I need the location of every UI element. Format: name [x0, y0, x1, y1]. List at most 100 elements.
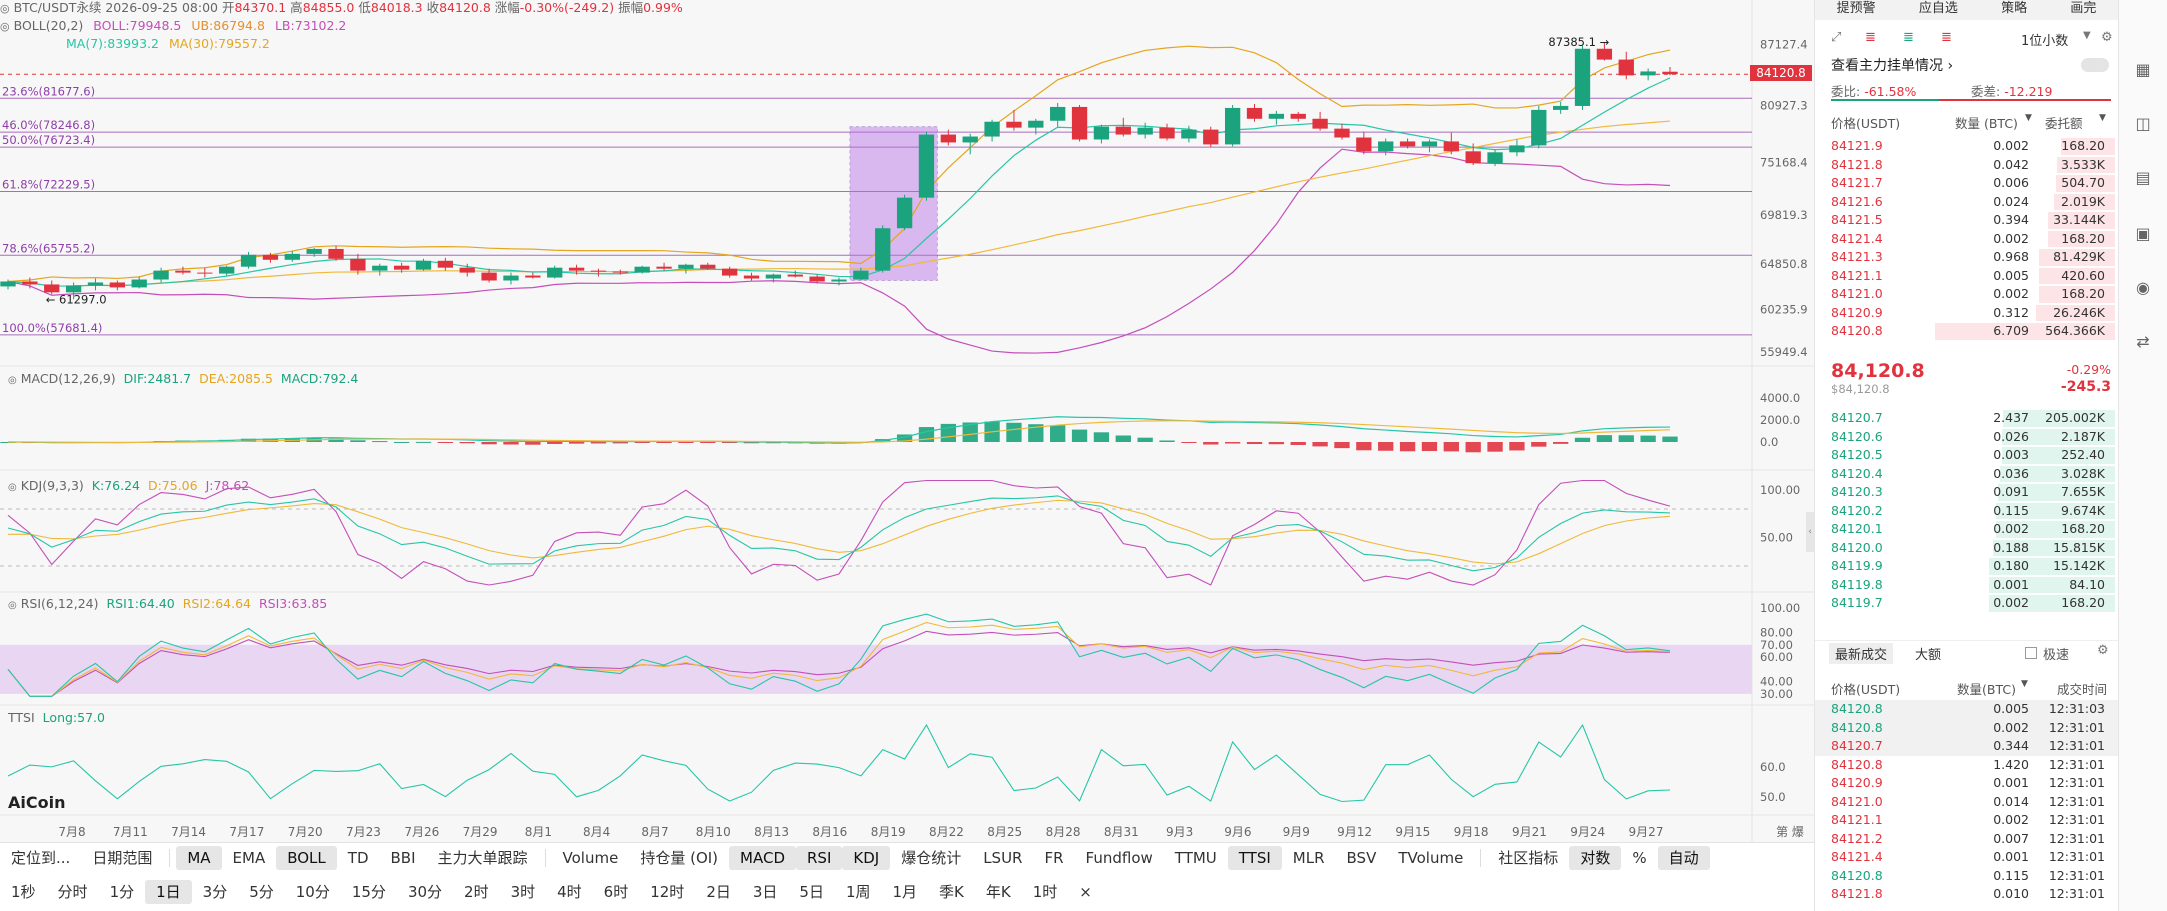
indicator-2[interactable]: MA — [176, 846, 222, 870]
interval-1[interactable]: 分时 — [57, 883, 88, 901]
orderbook-row[interactable]: 84121.5 0.394 33.144K — [1815, 211, 2119, 230]
interval-2[interactable]: 1分 — [109, 883, 135, 901]
orderbook-row[interactable]: 84119.8 0.001 84.10 — [1815, 576, 2119, 595]
tab-large-trades[interactable]: 大额 — [1915, 648, 1942, 663]
indicator-20[interactable]: BSV — [1346, 849, 1377, 867]
indicator-0[interactable]: 定位到... — [11, 849, 71, 867]
expand-icon[interactable]: ⤢ — [1831, 30, 1842, 45]
orderbook-row[interactable]: 84121.3 0.968 81.429K — [1815, 248, 2119, 267]
close-icon[interactable]: × — [1079, 883, 1092, 901]
indicator-11[interactable]: RSI — [796, 846, 843, 870]
settings-icon[interactable]: ⚙ — [2097, 643, 2109, 658]
indicator-6[interactable]: BBI — [390, 849, 416, 867]
interval-7[interactable]: 15分 — [351, 883, 386, 901]
robot-icon[interactable]: ◉ — [2136, 278, 2150, 297]
interval-4[interactable]: 3分 — [202, 883, 228, 901]
eye-icon[interactable]: ◎ — [0, 20, 10, 33]
layout-icon[interactable]: ▦ — [2135, 60, 2151, 79]
indicator-4[interactable]: BOLL — [276, 846, 337, 870]
eye-icon[interactable]: ◎ — [0, 2, 10, 15]
orderbook-row[interactable]: 84120.7 2.437 205.002K — [1815, 409, 2119, 428]
indicator-17[interactable]: TTMU — [1174, 849, 1217, 867]
book-both-icon[interactable]: ≣ — [1865, 30, 1876, 45]
price-chart[interactable]: 87127.4 80927.3 75168.4 69819.3 64850.8 60235… — [0, 0, 1814, 842]
indicator-10[interactable]: MACD — [729, 846, 796, 870]
indicator-19[interactable]: MLR — [1292, 849, 1325, 867]
interval-18[interactable]: 1月 — [892, 883, 918, 901]
interval-14[interactable]: 2日 — [706, 883, 731, 901]
indicator-8[interactable]: Volume — [562, 849, 619, 867]
orderbook-row[interactable]: 84120.0 0.188 15.815K — [1815, 539, 2119, 558]
chevron-down-icon[interactable]: ▼ — [2083, 30, 2091, 41]
indicator-23[interactable]: 对数 — [1569, 846, 1622, 870]
interval-17[interactable]: 1周 — [845, 883, 871, 901]
orderbook-row[interactable]: 84120.2 0.115 9.674K — [1815, 502, 2119, 521]
bell-icon[interactable]: ◎ — [8, 600, 17, 611]
book-bid-icon[interactable]: ≣ — [1903, 30, 1914, 45]
indicator-7[interactable]: 主力大单跟踪 — [437, 849, 528, 867]
chevron-down-icon[interactable]: ▼ — [2099, 113, 2106, 123]
indicator-12[interactable]: KDJ — [842, 846, 891, 870]
interval-16[interactable]: 5日 — [799, 883, 824, 901]
chevron-down-icon[interactable]: ▼ — [2021, 679, 2028, 689]
interval-10[interactable]: 3时 — [510, 883, 536, 901]
chevron-down-icon[interactable]: ▼ — [2025, 113, 2032, 123]
orderbook-row[interactable]: 84120.8 6.709 564.366K — [1815, 322, 2119, 341]
chart-icon[interactable]: ◫ — [2135, 114, 2151, 133]
interval-19[interactable]: 季K — [939, 883, 964, 901]
book-ask-icon[interactable]: ≣ — [1941, 30, 1952, 45]
orderbook-row[interactable]: 84121.0 0.002 168.20 — [1815, 285, 2119, 304]
exchange-icon[interactable]: ⇄ — [2136, 332, 2150, 351]
indicator-22[interactable]: 社区指标 — [1498, 849, 1559, 867]
orderbook-row[interactable]: 84120.5 0.003 252.40 — [1815, 446, 2119, 465]
tab-alert[interactable]: 提预警 — [1836, 1, 1876, 16]
orderbook-row[interactable]: 84120.3 0.091 7.655K — [1815, 483, 2119, 502]
interval-5[interactable]: 5分 — [249, 883, 274, 901]
interval-20[interactable]: 年K — [985, 883, 1011, 901]
tab-watchlist[interactable]: 应自选 — [1918, 1, 1958, 16]
bell-icon[interactable]: ◎ — [8, 375, 17, 386]
interval-3[interactable]: 1日 — [145, 880, 192, 904]
main-order-link[interactable]: 查看主力挂单情况 › — [1831, 58, 1954, 74]
indicator-24[interactable]: % — [1632, 849, 1647, 867]
orderbook-row[interactable]: 84121.7 0.006 504.70 — [1815, 174, 2119, 193]
orderbook-row[interactable]: 84120.6 0.026 2.187K — [1815, 428, 2119, 447]
orderbook-row[interactable]: 84121.8 0.042 3.533K — [1815, 156, 2119, 175]
fast-checkbox[interactable] — [2025, 647, 2037, 659]
tab-drawing[interactable]: 画完 — [2070, 1, 2097, 16]
indicator-14[interactable]: LSUR — [983, 849, 1023, 867]
news-icon[interactable]: ▣ — [2135, 224, 2151, 243]
orderbook-row[interactable]: 84119.9 0.180 15.142K — [1815, 557, 2119, 576]
orderbook-row[interactable]: 84120.4 0.036 3.028K — [1815, 465, 2119, 484]
main-order-toggle[interactable] — [2081, 58, 2109, 72]
interval-11[interactable]: 4时 — [557, 883, 582, 901]
orderbook-row[interactable]: 84121.4 0.002 168.20 — [1815, 230, 2119, 249]
tab-strategy[interactable]: 策略 — [2001, 1, 2028, 16]
bell-icon[interactable]: ◎ — [8, 482, 17, 493]
interval-15[interactable]: 3日 — [752, 883, 778, 901]
collapse-handle[interactable]: ‹ — [1806, 512, 1814, 552]
interval-13[interactable]: 12时 — [650, 883, 685, 901]
indicator-9[interactable]: 持仓量 (OI) — [640, 849, 719, 867]
settings-icon[interactable]: ⚙ — [2101, 30, 2113, 45]
decimal-select[interactable]: 1位小数 — [2021, 34, 2069, 49]
chart-canvas[interactable]: 87127.4 80927.3 75168.4 69819.3 64850.8 60235… — [0, 0, 1814, 842]
report-icon[interactable]: ▤ — [2135, 168, 2151, 187]
interval-12[interactable]: 6时 — [603, 883, 629, 901]
interval-0[interactable]: 1秒 — [11, 883, 36, 901]
interval-8[interactable]: 30分 — [407, 883, 443, 901]
indicator-15[interactable]: FR — [1044, 849, 1064, 867]
interval-21[interactable]: 1时 — [1032, 883, 1058, 901]
orderbook-row[interactable]: 84121.6 0.024 2.019K — [1815, 193, 2119, 212]
interval-6[interactable]: 10分 — [295, 883, 330, 901]
indicator-1[interactable]: 日期范围 — [92, 849, 153, 867]
orderbook-row[interactable]: 84120.9 0.312 26.246K — [1815, 304, 2119, 323]
interval-9[interactable]: 2时 — [464, 883, 489, 901]
orderbook-row[interactable]: 84121.1 0.005 420.60 — [1815, 267, 2119, 286]
indicator-25[interactable]: 自动 — [1657, 846, 1710, 870]
indicator-21[interactable]: TVolume — [1398, 849, 1464, 867]
indicator-5[interactable]: TD — [347, 849, 369, 867]
orderbook-row[interactable]: 84121.9 0.002 168.20 — [1815, 137, 2119, 156]
orderbook-row[interactable]: 84119.7 0.002 168.20 — [1815, 594, 2119, 613]
orderbook-row[interactable]: 84120.1 0.002 168.20 — [1815, 520, 2119, 539]
